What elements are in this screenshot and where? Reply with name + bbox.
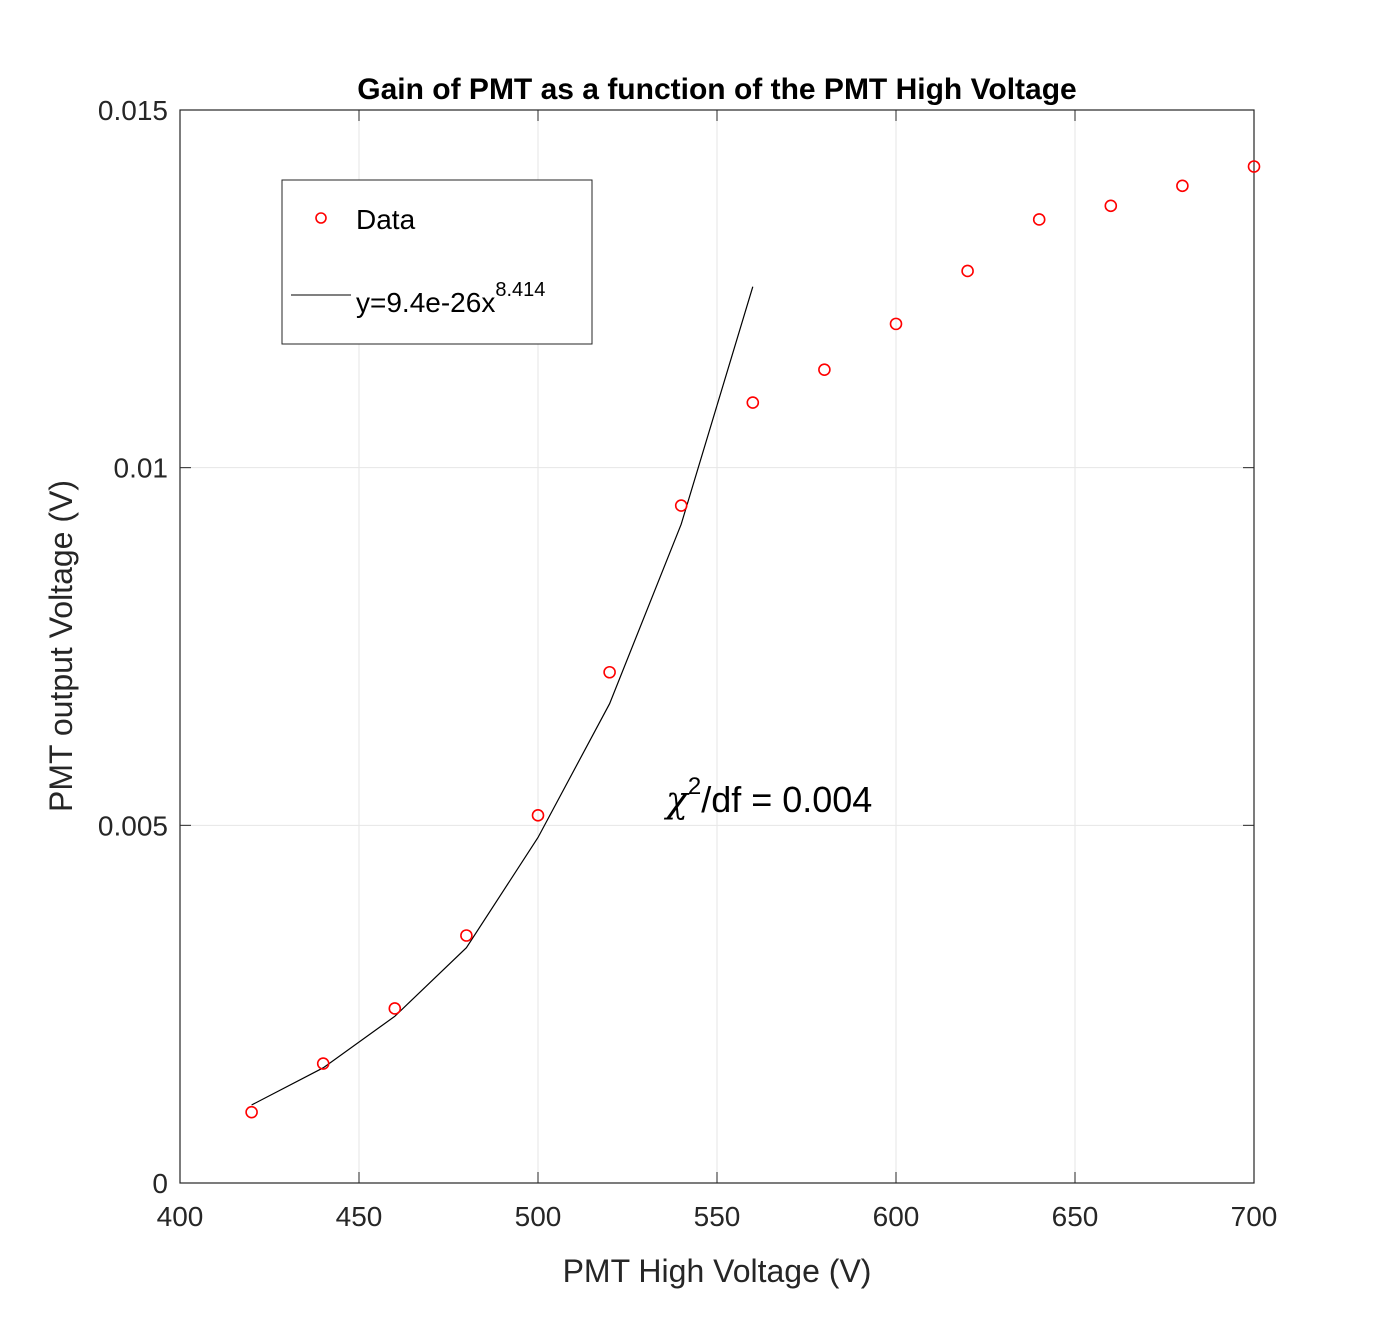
data-point	[460, 929, 473, 942]
data-point	[1247, 160, 1261, 173]
data-point	[245, 1105, 258, 1119]
y-tick-label: 0.005	[98, 810, 168, 841]
fit-line-layer	[251, 286, 754, 1106]
x-tick-label: 700	[1231, 1201, 1278, 1232]
data-point	[531, 809, 545, 822]
fit-line	[251, 286, 754, 1106]
data-point	[1176, 179, 1189, 193]
x-tick-label: 550	[694, 1201, 741, 1232]
legend: Data y=9.4e-26x8.414	[281, 179, 593, 345]
x-tick-label: 650	[1052, 1201, 1099, 1232]
data-point	[674, 499, 688, 512]
data-point	[1032, 213, 1046, 226]
data-point	[316, 1057, 330, 1070]
y-tick-label: 0.015	[98, 95, 168, 126]
legend-fit-label-exponent: 8.414	[495, 279, 545, 301]
y-tick-label: 0	[152, 1168, 168, 1199]
data-point	[603, 665, 616, 679]
y-axis-label: PMT output Voltage (V)	[43, 480, 79, 812]
data-point	[1104, 199, 1118, 213]
data-point	[388, 1002, 402, 1015]
legend-data-label: Data	[356, 204, 416, 235]
data-point	[746, 396, 760, 409]
data-markers	[245, 160, 1261, 1119]
chart-title: Gain of PMT as a function of the PMT Hig…	[357, 73, 1076, 106]
y-tick-label: 0.01	[114, 453, 169, 484]
x-axis-label: PMT High Voltage (V)	[563, 1253, 872, 1289]
chi-exponent: 2	[688, 773, 701, 800]
legend-fit-label: y=9.4e-26x8.414	[356, 279, 545, 318]
data-point	[961, 264, 974, 278]
legend-box	[281, 179, 593, 345]
legend-data-marker	[315, 212, 327, 224]
data-point	[818, 363, 831, 376]
chi-text: /df = 0.004	[701, 779, 872, 820]
x-tick-label: 400	[157, 1201, 204, 1232]
x-tick-label: 500	[515, 1201, 562, 1232]
x-tick-label: 600	[873, 1201, 920, 1232]
chi-square-annotation: χ2/df = 0.004	[663, 773, 872, 821]
chi-symbol: χ	[663, 780, 690, 821]
legend-fit-label-base: y=9.4e-26x	[356, 287, 495, 318]
axis-ticks: 400 450 500 550 600 650 700 0 0.005 0.01 0.015	[98, 95, 1277, 1232]
x-tick-label: 450	[336, 1201, 383, 1232]
data-point	[889, 317, 903, 331]
